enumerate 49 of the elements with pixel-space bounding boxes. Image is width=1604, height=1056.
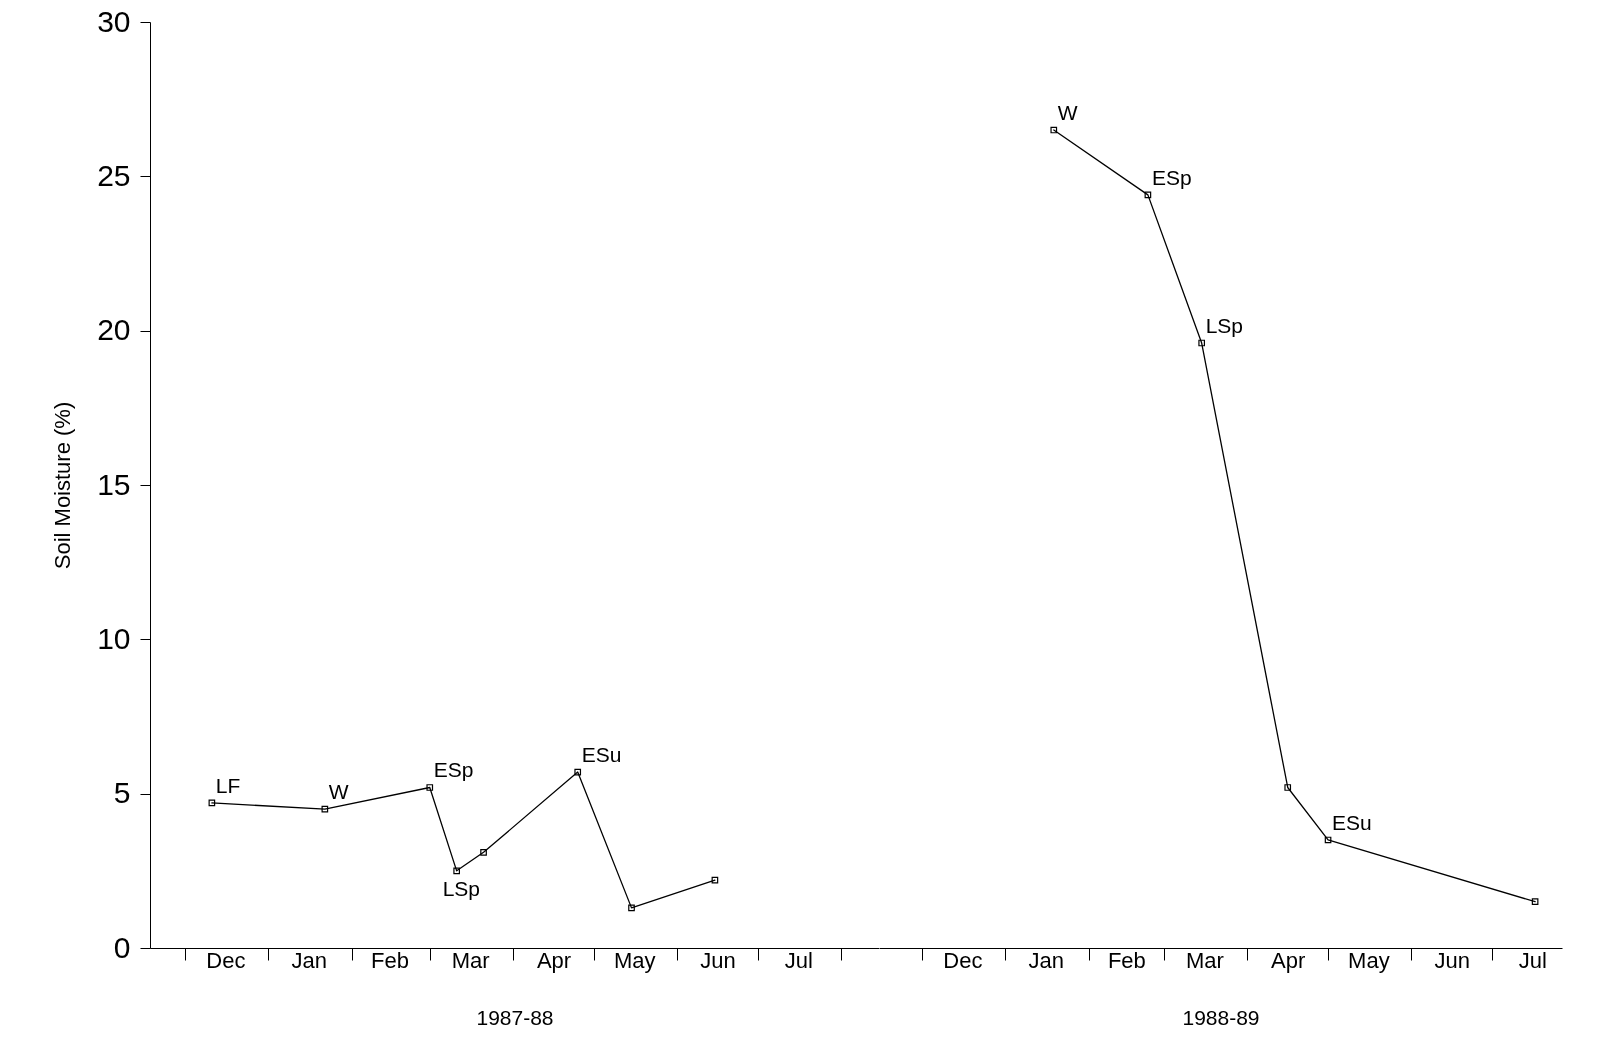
point xyxy=(1284,784,1292,791)
point xyxy=(321,805,329,813)
point xyxy=(1198,339,1206,347)
point xyxy=(1324,836,1332,844)
x-tick-label: Feb xyxy=(1107,947,1146,973)
annotation: ESu xyxy=(1332,810,1372,834)
y-tick-label: 30 xyxy=(97,4,131,38)
annotation: ESu xyxy=(581,743,622,767)
point xyxy=(628,904,635,912)
x-tick-label: May xyxy=(1348,947,1390,973)
x-tick-label: Dec xyxy=(943,947,983,973)
x-tick-label: Feb xyxy=(370,947,409,973)
x-tick-label: Jan xyxy=(1028,947,1064,973)
point xyxy=(480,848,487,856)
point xyxy=(1050,126,1058,134)
annotation: ESp xyxy=(1151,165,1192,189)
annotation: LSp xyxy=(442,876,481,900)
point xyxy=(1144,191,1152,199)
y-tick-label: 10 xyxy=(97,621,131,655)
x-axis-title: 1988-89 xyxy=(1182,1005,1260,1029)
x-tick-label: Mar xyxy=(1185,947,1224,973)
y-tick-label: 15 xyxy=(97,467,131,501)
point xyxy=(453,867,460,875)
annotation: LF xyxy=(215,773,241,797)
x-tick-label: Jun xyxy=(1434,947,1470,973)
x-tick-label: Mar xyxy=(451,947,490,973)
y-tick-label: 5 xyxy=(113,776,131,810)
x-tick-label: Dec xyxy=(206,947,246,973)
x-axis-title: 1987-88 xyxy=(476,1005,554,1029)
x-tick-label: Apr xyxy=(1271,947,1306,973)
x-tick-label: Apr xyxy=(536,947,572,973)
annotation: W xyxy=(1057,101,1078,125)
point xyxy=(208,799,216,807)
point xyxy=(711,876,719,884)
point xyxy=(1531,898,1539,906)
annotation: LSp xyxy=(1205,314,1244,338)
x-tick-label: Jul xyxy=(1518,947,1547,973)
x-tick-label: Jan xyxy=(291,947,327,973)
annotation: W xyxy=(328,780,349,804)
y-tick-label: 25 xyxy=(97,158,131,192)
y-axis-title: Soil Moisture (%) xyxy=(50,401,76,570)
y-tick-label: 20 xyxy=(97,313,131,347)
x-tick-label: May xyxy=(613,947,656,973)
x-tick-label: Jun xyxy=(700,947,736,973)
point xyxy=(426,784,434,791)
x-tick-label: Jul xyxy=(784,947,813,973)
annotation: ESp xyxy=(433,758,474,782)
y-tick-label: 0 xyxy=(113,930,131,964)
point xyxy=(574,768,582,776)
